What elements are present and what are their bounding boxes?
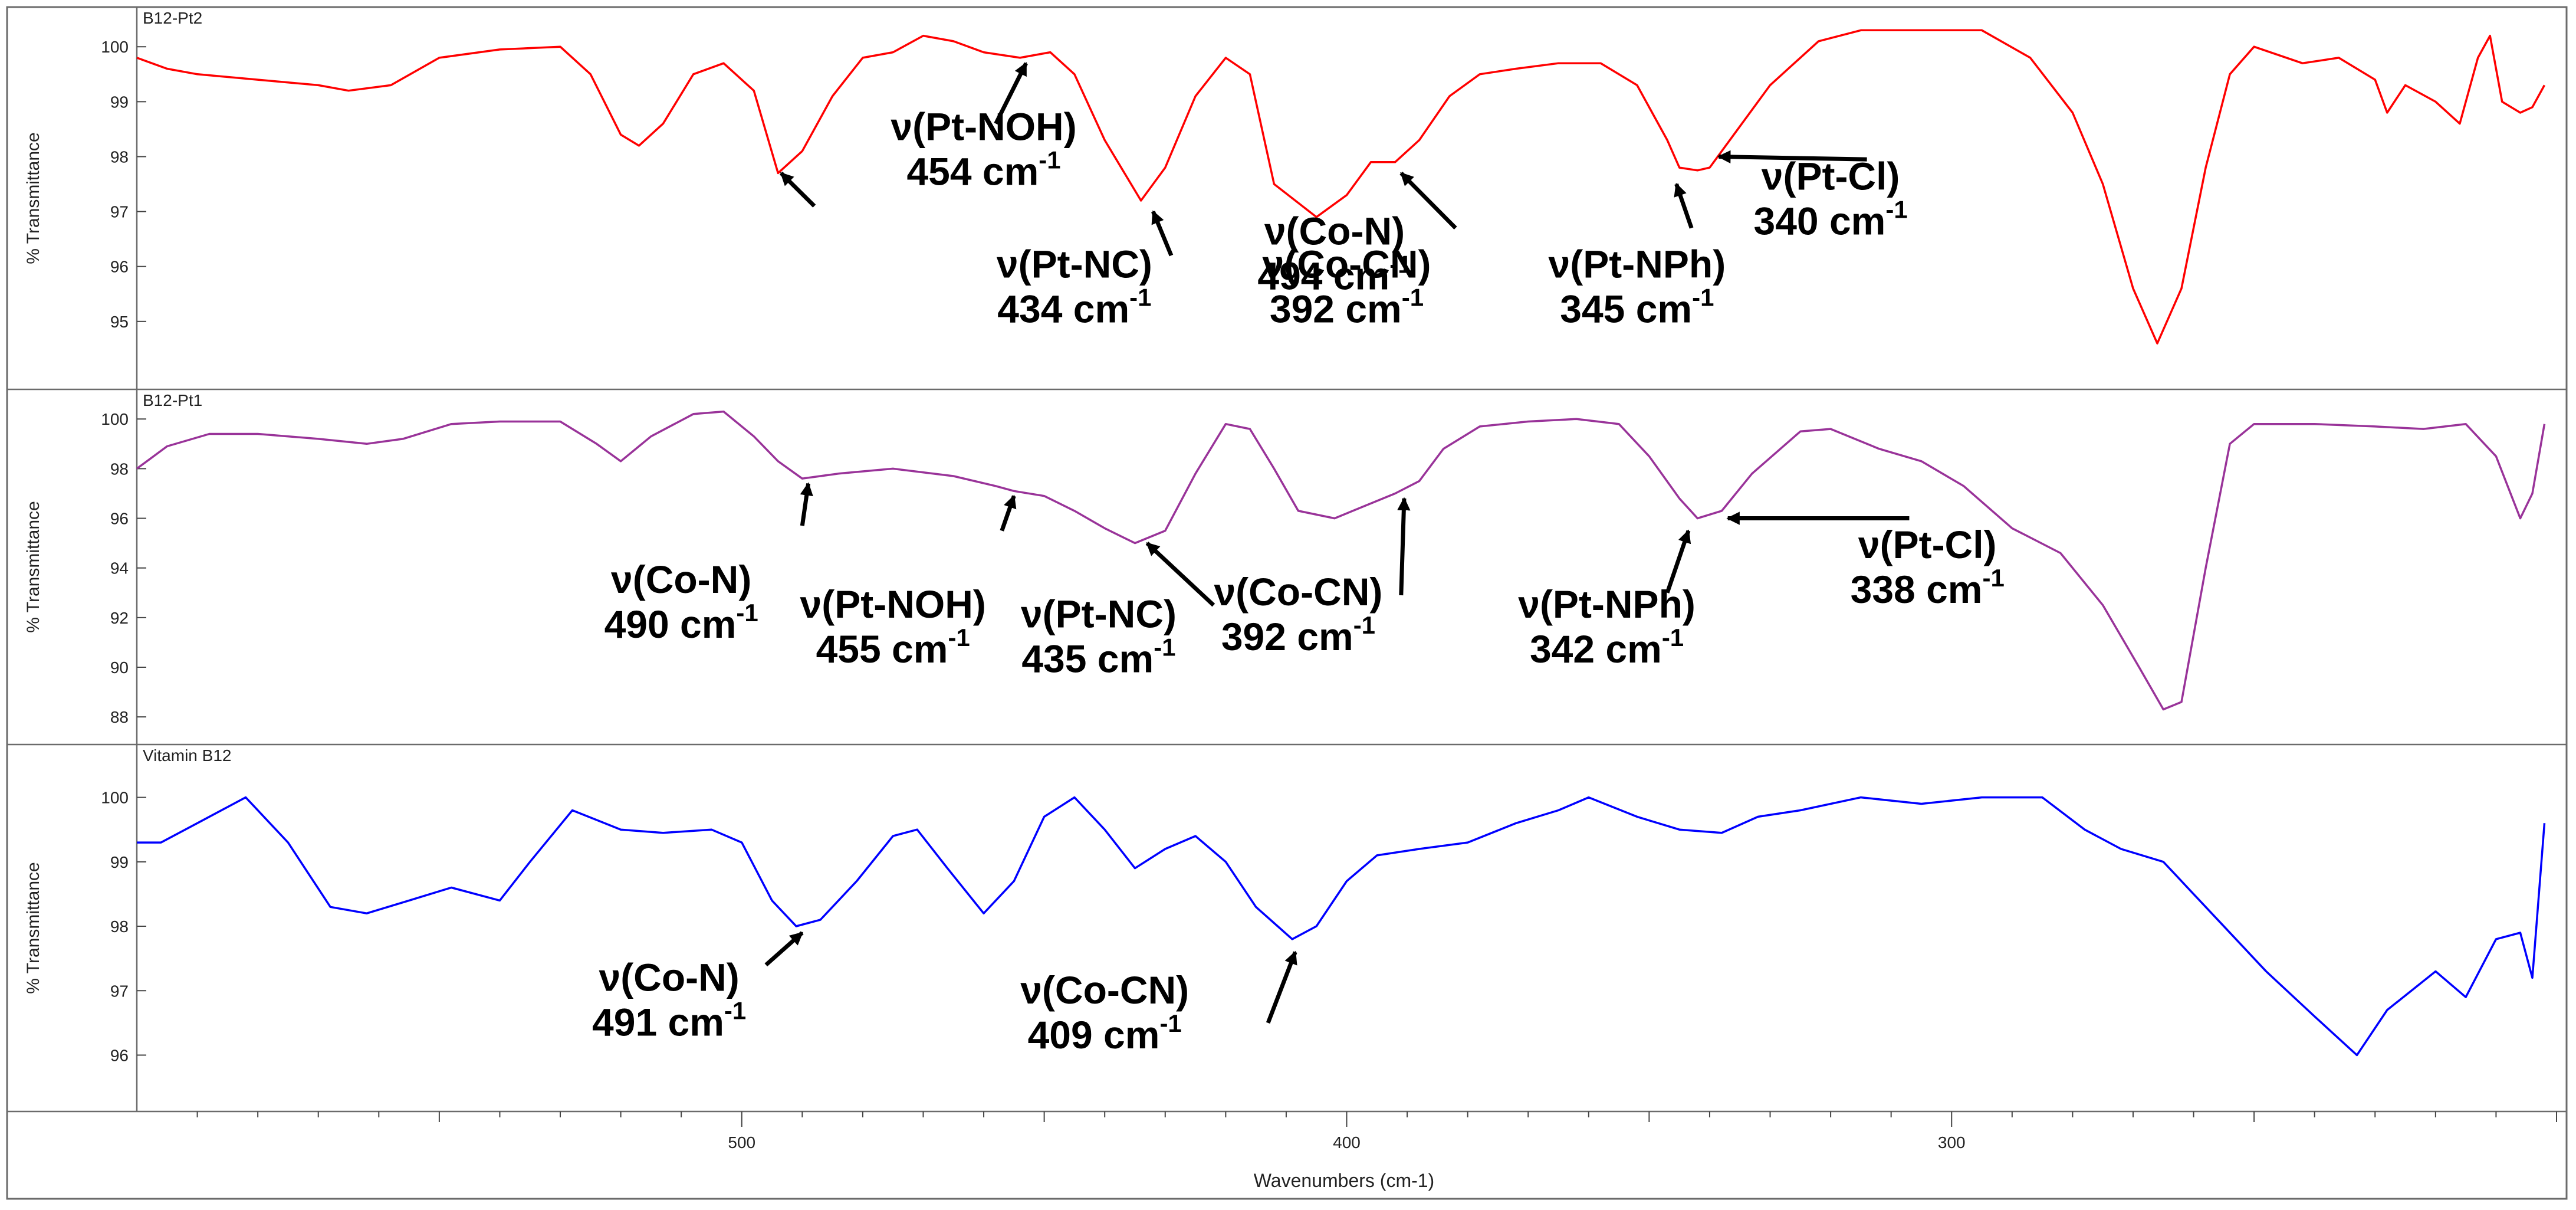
spectrum-line-1 bbox=[136, 410, 2546, 711]
annotation-arrow bbox=[800, 482, 813, 526]
annotation-wavenumber-label: 494 cm-1 bbox=[1257, 250, 1411, 297]
annotation-arrow bbox=[1717, 150, 1867, 164]
annotation-wavenumber-label: 435 cm-1 bbox=[1021, 634, 1175, 681]
y-tick-label: 90 bbox=[110, 658, 129, 677]
annotation-mode-label: ν(Pt-Cl) bbox=[1762, 154, 1900, 198]
y-axis-label: % Transmittance bbox=[24, 501, 43, 632]
panel-1: B12-Pt1 88 90 92 94 96 98 100 % Transmittance bbox=[7, 391, 2567, 746]
y-tick-label: 92 bbox=[110, 609, 129, 627]
annotation-wavenumber-label: 409 cm-1 bbox=[1028, 1009, 1182, 1057]
annotation-arrow bbox=[1145, 542, 1215, 607]
annotation-4: ν(Pt-NPh)345 cm-1 bbox=[1549, 182, 1726, 330]
annotation-arrow bbox=[1000, 494, 1017, 532]
annotation-wavenumber-label: 455 cm-1 bbox=[816, 624, 970, 671]
annotation-mode-label: ν(Co-N) bbox=[1264, 209, 1405, 253]
annotation-2: ν(Pt-NC)434 cm-1 bbox=[997, 210, 1174, 330]
x-axis-label: Wavenumbers (cm-1) bbox=[1254, 1170, 1434, 1191]
annotation-10: ν(Pt-NPh)342 cm-1 bbox=[1518, 529, 1696, 671]
figure-border bbox=[6, 6, 2568, 1200]
x-tick-label: 500 bbox=[728, 1133, 755, 1152]
x-axis: 500 400 300 bbox=[7, 1110, 2567, 1152]
annotation-1: ν(Pt-NOH)454 cm-1 bbox=[891, 62, 1077, 194]
annotation-wavenumber-label: 454 cm-1 bbox=[906, 146, 1060, 194]
spectrum-line-2 bbox=[137, 796, 2546, 1057]
annotation-mode-label: ν(Co-CN) bbox=[1214, 570, 1382, 614]
annotation-mode-label: ν(Pt-NC) bbox=[1021, 592, 1177, 636]
annotation-0: ν(Co-N)494 cm-1 bbox=[779, 171, 1412, 297]
panel-title: B12-Pt1 bbox=[143, 391, 202, 409]
annotation-mode-label: ν(Pt-NOH) bbox=[800, 582, 986, 626]
y-tick-label: 98 bbox=[110, 147, 129, 166]
annotation-mode-label: ν(Pt-NC) bbox=[997, 242, 1152, 286]
y-axis-label: % Transmittance bbox=[24, 132, 43, 264]
annotation-mode-label: ν(Pt-Cl) bbox=[1858, 523, 1997, 566]
y-tick-label: 96 bbox=[110, 258, 129, 276]
y-tick-label: 96 bbox=[110, 510, 129, 528]
annotation-mode-label: ν(Co-CN) bbox=[1263, 242, 1431, 286]
panel-0: B12-Pt2 95 96 97 98 99 100 % Transmittance bbox=[7, 9, 2567, 391]
y-tick-label: 97 bbox=[110, 982, 129, 1000]
annotation-arrow bbox=[1266, 950, 1297, 1024]
panel-title: Vitamin B12 bbox=[143, 746, 231, 765]
annotation-wavenumber-label: 340 cm-1 bbox=[1753, 195, 1907, 242]
annotation-mode-label: ν(Co-CN) bbox=[1020, 968, 1189, 1012]
annotation-mode-label: ν(Co-N) bbox=[611, 558, 751, 601]
annotation-arrow bbox=[764, 931, 804, 967]
spectrum-line-0 bbox=[136, 29, 2546, 345]
y-tick-label: 100 bbox=[101, 38, 129, 56]
annotation-arrow bbox=[1674, 182, 1694, 229]
y-tick-label: 97 bbox=[110, 203, 129, 221]
y-tick-label: 96 bbox=[110, 1046, 129, 1064]
annotation-arrow bbox=[1665, 529, 1691, 593]
annotation-8: ν(Pt-NC)435 cm-1 bbox=[1021, 542, 1215, 681]
annotation-3: ν(Co-CN)392 cm-1 bbox=[1263, 171, 1457, 330]
annotation-mode-label: ν(Pt-NPh) bbox=[1549, 242, 1726, 286]
x-tick-label: 300 bbox=[1938, 1133, 1966, 1152]
y-tick-label: 99 bbox=[110, 853, 129, 871]
annotation-6: ν(Co-N)490 cm-1 bbox=[604, 482, 813, 646]
annotation-wavenumber-label: 338 cm-1 bbox=[1851, 564, 2005, 611]
annotation-7: ν(Pt-NOH)455 cm-1 bbox=[800, 494, 1017, 671]
annotation-mode-label: ν(Pt-NOH) bbox=[891, 105, 1076, 149]
annotation-5: ν(Pt-Cl)340 cm-1 bbox=[1717, 150, 1908, 242]
annotation-11: ν(Pt-Cl)338 cm-1 bbox=[1726, 511, 2005, 611]
y-tick-label: 100 bbox=[101, 789, 129, 807]
y-tick-label: 99 bbox=[110, 93, 129, 111]
y-axis-label: % Transmittance bbox=[24, 862, 43, 993]
annotation-arrow bbox=[779, 171, 816, 208]
y-tick-label: 98 bbox=[110, 917, 129, 936]
y-tick-label: 100 bbox=[101, 410, 129, 428]
annotation-arrow bbox=[1151, 210, 1174, 257]
annotation-wavenumber-label: 392 cm-1 bbox=[1270, 283, 1424, 330]
annotation-arrow bbox=[994, 62, 1028, 125]
y-tick-label: 94 bbox=[110, 559, 129, 578]
annotation-13: ν(Co-CN)409 cm-1 bbox=[1020, 950, 1297, 1057]
annotation-wavenumber-label: 490 cm-1 bbox=[604, 599, 758, 646]
annotation-arrow bbox=[1399, 171, 1457, 229]
annotation-wavenumber-label: 342 cm-1 bbox=[1530, 624, 1684, 671]
panel-title: B12-Pt2 bbox=[143, 9, 202, 27]
y-tick-label: 98 bbox=[110, 460, 129, 478]
annotation-arrow bbox=[1397, 497, 1411, 596]
x-tick-label: 400 bbox=[1333, 1133, 1361, 1152]
annotation-mode-label: ν(Pt-NPh) bbox=[1518, 582, 1696, 626]
annotation-mode-label: ν(Co-N) bbox=[599, 955, 740, 999]
annotation-wavenumber-label: 491 cm-1 bbox=[592, 996, 746, 1044]
annotation-wavenumber-label: 434 cm-1 bbox=[997, 283, 1151, 330]
panel-2: Vitamin B12 96 97 98 99 100 % Transmittance bbox=[24, 746, 2546, 1064]
annotation-wavenumber-label: 392 cm-1 bbox=[1221, 611, 1375, 658]
annotation-wavenumber-label: 345 cm-1 bbox=[1560, 283, 1714, 330]
y-tick-label: 88 bbox=[110, 708, 129, 726]
y-tick-label: 95 bbox=[110, 313, 129, 331]
annotation-12: ν(Co-N)491 cm-1 bbox=[592, 931, 804, 1044]
annotation-9: ν(Co-CN)392 cm-1 bbox=[1214, 497, 1411, 658]
